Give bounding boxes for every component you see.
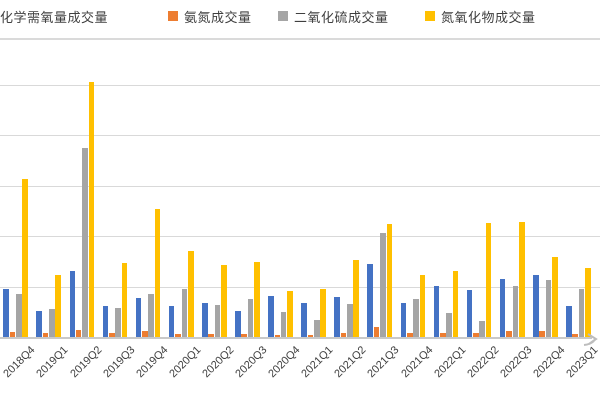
bar-2021Q3-s1 xyxy=(373,327,380,338)
bar-2023Q1-s0 xyxy=(566,306,572,338)
bar-2020Q3-s2 xyxy=(247,299,254,338)
bar-2021Q4-s3 xyxy=(419,274,426,338)
bar-2020Q3-s0 xyxy=(235,310,241,338)
legend-label-nox: 氮氧化物成交量 xyxy=(441,9,536,25)
bar-2022Q4-s3 xyxy=(551,257,558,338)
bar-2020Q1-s3 xyxy=(187,250,194,338)
bar-2020Q2-s1 xyxy=(208,333,214,338)
bar-2022Q1-s3 xyxy=(452,270,459,338)
bar-2022Q1-s2 xyxy=(446,313,452,338)
bar-2022Q2-s1 xyxy=(473,332,479,338)
bar-2021Q4-s2 xyxy=(413,299,419,338)
bar-2019Q3-s3 xyxy=(121,263,128,338)
bar-2020Q2-s2 xyxy=(214,305,221,338)
bar-2022Q2-s2 xyxy=(479,320,486,338)
bar-2022Q3-s2 xyxy=(512,285,519,338)
legend-swatch-ammonia xyxy=(168,11,178,21)
bar-2019Q2-s2 xyxy=(82,147,88,338)
bar-2019Q2-s1 xyxy=(75,329,82,338)
legend-label-cod: 化学需氧量成交量 xyxy=(0,9,109,25)
bar-2022Q3-s1 xyxy=(506,331,512,338)
bar-2022Q2-s0 xyxy=(466,290,473,338)
legend-label-so2: 二氧化硫成交量 xyxy=(294,9,389,25)
bar-2019Q2-s3 xyxy=(88,81,95,338)
bar-2022Q3-s0 xyxy=(499,279,506,338)
bar-2021Q3-s2 xyxy=(380,233,386,338)
bar-2018Q4-s0 xyxy=(3,289,9,338)
bar-2023Q1-s1 xyxy=(572,334,579,338)
bar-2020Q1-s2 xyxy=(181,289,188,338)
bar-2020Q1-s1 xyxy=(175,333,181,338)
bar-2020Q4-s2 xyxy=(280,312,287,338)
bar-2023Q1-s2 xyxy=(578,289,585,338)
bar-2022Q3-s3 xyxy=(518,221,525,338)
bar-2020Q4-s0 xyxy=(268,295,274,338)
legend-item-so2: 二氧化硫成交量 xyxy=(278,7,389,25)
bar-2020Q2-s0 xyxy=(201,303,208,338)
bar-2021Q2-s2 xyxy=(347,304,353,338)
bar-2019Q1-s1 xyxy=(42,332,49,338)
bar-2021Q1-s2 xyxy=(313,319,320,338)
bar-2021Q1-s1 xyxy=(307,335,314,338)
legend-item-nox: 氮氧化物成交量 xyxy=(425,7,536,25)
legend-label-ammonia: 氨氮成交量 xyxy=(184,9,252,25)
bar-2019Q1-s0 xyxy=(36,310,43,338)
bar-2020Q3-s3 xyxy=(254,261,260,338)
bar-2020Q4-s1 xyxy=(274,334,281,338)
gridline xyxy=(0,236,600,238)
bar-2021Q1-s3 xyxy=(320,289,326,338)
bar-2020Q3-s1 xyxy=(241,333,248,338)
bar-2019Q2-s0 xyxy=(69,271,76,338)
gridline xyxy=(0,85,600,86)
bar-2021Q4-s1 xyxy=(406,332,413,338)
bar-2019Q4-s1 xyxy=(142,331,148,338)
bar-2022Q4-s0 xyxy=(532,275,539,338)
bar-2020Q2-s3 xyxy=(221,264,227,338)
bar-2018Q4-s3 xyxy=(22,179,28,338)
legend-divider xyxy=(0,38,600,40)
bar-2021Q2-s0 xyxy=(334,296,340,338)
bar-2019Q3-s0 xyxy=(102,305,109,338)
legend-swatch-nox xyxy=(425,11,435,21)
bar-2023Q1-s3 xyxy=(585,267,591,338)
bar-2019Q3-s1 xyxy=(109,332,115,338)
bar-2021Q2-s3 xyxy=(353,259,360,338)
bar-2022Q1-s1 xyxy=(440,332,446,338)
legend-swatch-so2 xyxy=(278,11,288,21)
x-axis-line xyxy=(0,337,592,339)
bar-2020Q4-s3 xyxy=(287,291,293,338)
bar-2021Q1-s0 xyxy=(301,303,307,338)
bar-2019Q4-s3 xyxy=(154,209,161,338)
legend-item-ammonia: 氨氮成交量 xyxy=(168,7,252,25)
bar-2019Q1-s3 xyxy=(55,275,62,338)
bar-2018Q4-s2 xyxy=(16,294,22,338)
bar-2022Q4-s1 xyxy=(539,330,545,338)
bar-2019Q3-s2 xyxy=(115,308,121,338)
bar-2022Q1-s0 xyxy=(433,285,440,338)
bar-2019Q4-s2 xyxy=(148,294,155,338)
bar-2022Q2-s3 xyxy=(485,222,492,338)
bar-2019Q4-s0 xyxy=(135,298,142,338)
bar-2020Q1-s0 xyxy=(168,305,175,338)
bar-2021Q4-s0 xyxy=(400,303,407,338)
gridline xyxy=(0,286,600,288)
bar-2021Q3-s0 xyxy=(367,264,374,338)
legend-item-cod: 化学需氧量成交量 xyxy=(0,7,108,25)
bar-2021Q2-s1 xyxy=(340,332,347,338)
gridline xyxy=(0,185,600,187)
bar-2019Q1-s2 xyxy=(49,309,55,338)
bar-2018Q4-s1 xyxy=(9,332,16,338)
bar-2021Q3-s3 xyxy=(386,224,393,338)
gridline xyxy=(0,135,600,137)
axis-arrow-icon xyxy=(583,333,598,346)
bar-2022Q4-s2 xyxy=(545,280,552,338)
